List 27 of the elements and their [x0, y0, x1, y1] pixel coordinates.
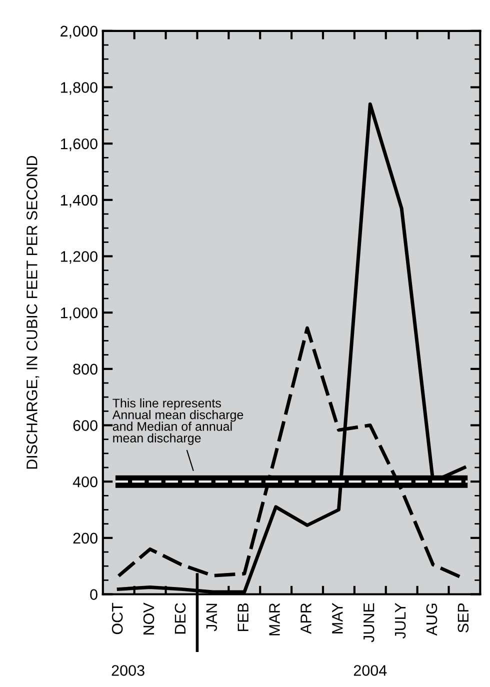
- y-tick-label: 1,000: [60, 307, 98, 320]
- x-tick-label: JULY: [395, 602, 406, 639]
- x-tick-label: JUNE: [364, 603, 374, 642]
- y-tick-label: 800: [73, 364, 98, 375]
- x-tick-label: DEC: [174, 603, 186, 634]
- text: 2003: [112, 665, 144, 676]
- x-tick-label: SEP: [458, 603, 469, 632]
- y-tick-label: 1,200: [60, 251, 98, 264]
- y-axis-title: DISCHARGE, IN CUBIC FEET PER SECOND: [26, 156, 40, 469]
- x-tick-label: JAN: [206, 604, 218, 632]
- y-tick-label: 600: [73, 420, 98, 431]
- x-tick-label: MAR: [269, 603, 280, 636]
- x-tick-label: OCT: [112, 602, 123, 634]
- y-tick-label: 2,000: [60, 26, 98, 38]
- annotation: This line represents Annual mean discharge and Median of annual mean discharge: [112, 398, 244, 445]
- x-tick-label: NOV: [143, 602, 154, 634]
- y-tick-label: 1,600: [60, 138, 98, 152]
- text: 2004: [354, 665, 387, 676]
- x-tick-label: AUG: [426, 604, 438, 636]
- x-tick-label: MAY: [332, 602, 343, 634]
- y-tick-label: 1,800: [60, 82, 98, 95]
- x-tick-label: FEB: [238, 603, 248, 632]
- x-tick-label: APR: [300, 603, 312, 634]
- y-tick-label: 400: [72, 476, 98, 488]
- y-tick-label: 200: [73, 532, 98, 544]
- y-tick-label: 1,400: [60, 194, 98, 208]
- y-tick-label: 0: [90, 589, 98, 600]
